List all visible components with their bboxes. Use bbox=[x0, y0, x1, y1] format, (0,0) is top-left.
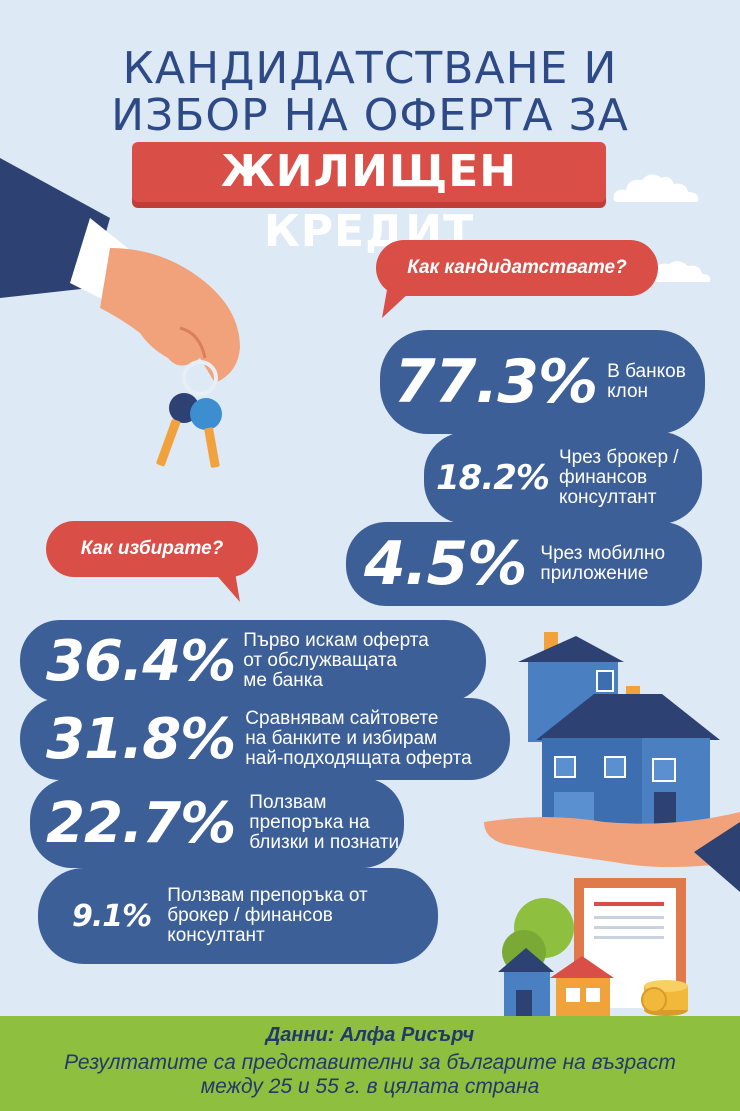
apply-pct-broker: 18.2% bbox=[436, 458, 550, 498]
footer-source: Данни: Алфа Рисърч bbox=[265, 1024, 475, 1046]
choose-label-broker: Ползвам препоръка от брокер / финансов к… bbox=[167, 885, 368, 946]
footer-note-line-2: между 25 и 55 г. в цялата страна bbox=[200, 1075, 540, 1098]
apply-label-branch: В банков клон bbox=[607, 361, 686, 402]
apply-question: Как кандидатствате? bbox=[407, 257, 627, 278]
coins-icon bbox=[641, 980, 688, 1016]
page-title-line-2: ИЗБОР НА ОФЕРТА ЗА bbox=[111, 90, 629, 141]
title-banner: ЖИЛИЩЕН КРЕДИТ bbox=[132, 142, 606, 257]
apply-question-bubble: Как кандидатствате? bbox=[376, 240, 658, 296]
page-title-line-1: КАНДИДАТСТВАНЕ И bbox=[122, 43, 618, 94]
choose-label-compare-sites: Сравнявам сайтовете на банките и избирам… bbox=[245, 708, 472, 769]
apply-stat-branch: 77.3% В банков клон bbox=[380, 330, 705, 434]
choose-question-bubble: Как избирате? bbox=[46, 521, 258, 577]
choose-stat-own-bank: 36.4% Първо искам оферта от обслужващата… bbox=[20, 620, 486, 702]
apply-label-mobile: Чрез мобилно приложение bbox=[540, 543, 666, 584]
apply-label-broker: Чрез брокер / финансов консултант bbox=[558, 447, 679, 508]
choose-pct-compare-sites: 31.8% bbox=[46, 706, 236, 772]
bubble-tail bbox=[382, 284, 410, 318]
choose-stat-broker: 9.1% Ползвам препоръка от брокер / финан… bbox=[38, 868, 438, 964]
apply-stat-broker: 18.2% Чрез брокер / финансов консултант bbox=[424, 432, 702, 524]
choose-pct-broker: 9.1% bbox=[72, 898, 152, 934]
choose-stat-compare-sites: 31.8% Сравнявам сайтовете на банките и и… bbox=[20, 698, 510, 780]
choose-stat-friends: 22.7% Ползвам препоръка на близки и позн… bbox=[30, 778, 404, 868]
choose-question: Как избирате? bbox=[80, 538, 224, 559]
choose-pct-friends: 22.7% bbox=[46, 790, 236, 856]
choose-label-friends: Ползвам препоръка на близки и познати bbox=[249, 792, 400, 853]
apply-pct-mobile: 4.5% bbox=[364, 529, 527, 599]
choose-pct-own-bank: 36.4% bbox=[46, 628, 236, 694]
bubble-tail bbox=[212, 566, 240, 602]
hand-with-keys-illustration bbox=[0, 158, 240, 468]
choose-label-own-bank: Първо искам оферта от обслужващата ме ба… bbox=[243, 630, 429, 691]
houses-illustration bbox=[498, 948, 614, 1016]
footer-note-line-1: Резултатите са представителни за българи… bbox=[64, 1051, 676, 1074]
hand-holding-house-illustration bbox=[484, 632, 740, 1008]
apply-stat-mobile: 4.5% Чрез мобилно приложение bbox=[346, 522, 702, 606]
cloud-icon bbox=[613, 174, 699, 202]
apply-pct-branch: 77.3% bbox=[394, 347, 598, 417]
footer: Данни: Алфа Рисърч Резултатите са предст… bbox=[0, 1016, 740, 1111]
